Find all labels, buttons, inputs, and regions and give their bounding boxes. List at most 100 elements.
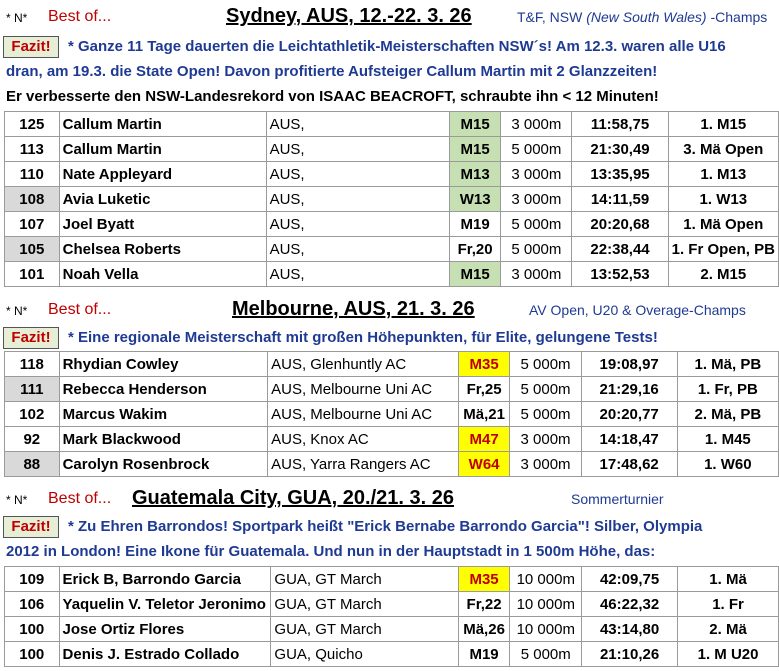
table-row: 101 Noah Vella AUS, M15 3 000m 13:52,53 2. M15 (4, 261, 779, 287)
club: AUS, (265, 186, 450, 212)
row-number: 102 (4, 401, 60, 427)
club: GUA, GT March (270, 591, 459, 617)
age-class: M15 (448, 111, 502, 137)
result-time: 11:58,75 (571, 111, 669, 137)
event-subtitle: Sommerturnier (571, 491, 664, 507)
club: AUS, Knox AC (267, 426, 459, 452)
placing: 1. Mä (677, 566, 779, 592)
fazit-line: 2012 in London! Eine Ikone für Guatemala… (6, 543, 656, 560)
row-number: 125 (4, 111, 60, 137)
row-number: 88 (4, 451, 60, 477)
athlete-name: Nate Appleyard (58, 161, 267, 187)
row-number: 109 (4, 566, 60, 592)
placing: 1. W13 (667, 186, 779, 212)
row-number: 113 (4, 136, 60, 162)
result-time: 13:52,53 (571, 261, 669, 287)
result-time: 21:29,16 (580, 376, 678, 402)
table-row: 118 Rhydian Cowley AUS, Glenhuntly AC M35 5 … (4, 351, 779, 377)
distance: 5 000m (500, 211, 573, 237)
club: AUS, (265, 211, 450, 237)
athlete-name: Noah Vella (58, 261, 267, 287)
athlete-name: Erick B, Barrondo Garcia (58, 566, 272, 592)
distance: 3 000m (500, 186, 573, 212)
fazit-button[interactable]: Fazit! (3, 327, 59, 349)
club: GUA, GT March (270, 616, 459, 642)
fazit-line: * Ganze 11 Tage dauerten die Leichtathle… (68, 38, 726, 55)
age-class: M19 (448, 211, 502, 237)
result-time: 17:48,62 (580, 451, 678, 477)
age-class: M35 (457, 351, 511, 377)
fazit-line: dran, am 19.3. die State Open! Davon pro… (6, 63, 658, 80)
best-of-label: Best of... (48, 301, 112, 318)
athlete-name: Denis J. Estrado Collado (58, 641, 272, 667)
row-number: 100 (4, 616, 60, 642)
athlete-name: Rebecca Henderson (58, 376, 269, 402)
club: AUS, (265, 136, 450, 162)
event-title: Sydney, AUS, 12.-22. 3. 26 (226, 5, 472, 27)
table-row: 113 Callum Martin AUS, M15 5 000m 21:30,49 3. … (4, 136, 779, 162)
event-subtitle: AV Open, U20 & Overage-Champs (529, 302, 746, 318)
age-class: Fr,20 (448, 236, 502, 262)
row-number: 110 (4, 161, 60, 187)
placing: 1. M45 (676, 426, 779, 452)
result-time: 46:22,32 (581, 591, 679, 617)
row-number: 106 (4, 591, 60, 617)
marker: * N* (6, 493, 28, 507)
result-time: 19:08,97 (580, 351, 678, 377)
result-time: 14:18,47 (580, 426, 678, 452)
club: AUS, (265, 161, 450, 187)
placing: 1. M15 (667, 111, 779, 137)
table-row: 110 Nate Appleyard AUS, M13 3 000m 13:35,95 1.… (4, 161, 779, 187)
athlete-name: Carolyn Rosenbrock (58, 451, 269, 477)
event-title: Melbourne, AUS, 21. 3. 26 (232, 298, 475, 320)
marker: * N* (6, 304, 28, 318)
placing: 1. Mä, PB (676, 351, 779, 377)
section-header-sydney: * N* Best of... Sydney, AUS, 12.-22. 3. … (0, 4, 779, 30)
record-line: Er verbesserte den NSW-Landesrekord von … (6, 88, 659, 105)
result-time: 20:20,68 (571, 211, 669, 237)
row-number: 92 (4, 426, 60, 452)
distance: 5 000m (509, 376, 582, 402)
age-class: M15 (448, 261, 502, 287)
athlete-name: Avia Luketic (58, 186, 267, 212)
table-row: 102 Marcus Wakim AUS, Melbourne Uni AC Mä,2… (4, 401, 779, 427)
best-of-label: Best of... (48, 490, 112, 507)
distance: 3 000m (509, 451, 582, 477)
distance: 3 000m (500, 161, 573, 187)
age-class: Mä,26 (457, 616, 511, 642)
placing: 1. Fr (677, 591, 779, 617)
table-row: 92 Mark Blackwood AUS, Knox AC M47 3 000m 14:… (4, 426, 779, 452)
club: AUS, Melbourne Uni AC (267, 376, 459, 402)
section-header-melbourne: * N* Best of... Melbourne, AUS, 21. 3. 2… (0, 297, 779, 323)
best-of-label: Best of... (48, 8, 112, 25)
distance: 5 000m (500, 136, 573, 162)
placing: 1. M U20 (677, 641, 779, 667)
row-number: 107 (4, 211, 60, 237)
result-time: 21:10,26 (581, 641, 679, 667)
age-class: Mä,21 (457, 401, 511, 427)
age-class: W64 (457, 451, 511, 477)
table-row: 107 Joel Byatt AUS, M19 5 000m 20:20,68 1. Mä … (4, 211, 779, 237)
distance: 3 000m (500, 111, 573, 137)
row-number: 100 (4, 641, 60, 667)
placing: 1. Mä Open (667, 211, 779, 237)
row-number: 105 (4, 236, 60, 262)
distance: 5 000m (509, 641, 583, 667)
result-time: 22:38,44 (571, 236, 669, 262)
club: AUS, Yarra Rangers AC (267, 451, 459, 477)
result-time: 43:14,80 (581, 616, 679, 642)
age-class: M35 (457, 566, 511, 592)
fazit-button[interactable]: Fazit! (3, 516, 59, 538)
fazit-button[interactable]: Fazit! (3, 36, 59, 58)
age-class: M19 (457, 641, 511, 667)
result-time: 14:11,59 (571, 186, 669, 212)
placing: 1. M13 (667, 161, 779, 187)
distance: 5 000m (509, 401, 582, 427)
event-subtitle: T&F, NSW (New South Wales) -Champs (517, 9, 768, 25)
fazit-line: * Eine regionale Meisterschaft mit große… (68, 329, 658, 346)
results-table-sydney: 125 Callum Martin AUS, M15 3 000m 11:58,75 1. … (4, 111, 779, 287)
result-time: 13:35,95 (571, 161, 669, 187)
athlete-name: Marcus Wakim (58, 401, 269, 427)
age-class: M47 (457, 426, 511, 452)
athlete-name: Jose Ortiz Flores (58, 616, 272, 642)
